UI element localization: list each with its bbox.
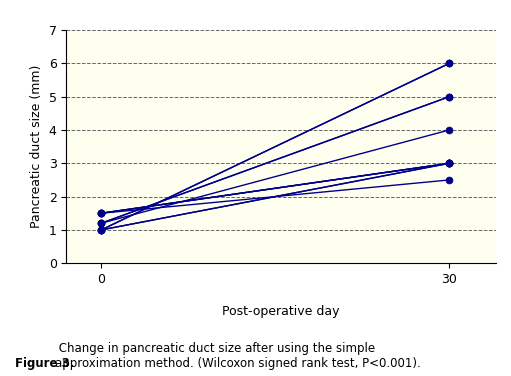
Text: Change in pancreatic duct size after using the simple
approximation method. (Wil: Change in pancreatic duct size after usi… (55, 343, 421, 370)
Y-axis label: Pancreatic duct size (mm): Pancreatic duct size (mm) (30, 65, 43, 228)
Text: Figure 3.: Figure 3. (15, 357, 75, 370)
Text: Post-operative day: Post-operative day (222, 305, 340, 318)
